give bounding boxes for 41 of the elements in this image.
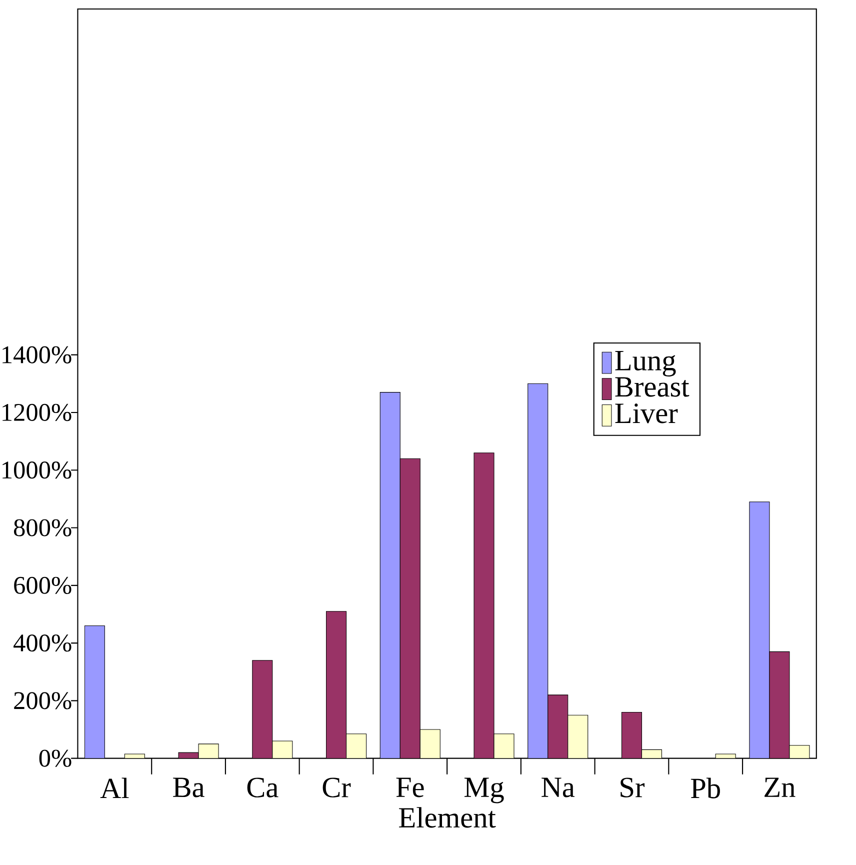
y-tick-label: 800% [14, 519, 72, 536]
bar [380, 392, 400, 758]
y-tick-label: 1400% [2, 346, 72, 364]
legend-label: Lung [615, 350, 676, 377]
bar [642, 750, 662, 758]
x-axis-title: Element [399, 807, 496, 828]
x-tick-label: Ca [247, 778, 278, 798]
x-tick-label: Mg [464, 778, 504, 804]
x-tick-label: Ba [173, 778, 204, 798]
bar [622, 712, 642, 758]
bar [548, 694, 568, 758]
y-tick-label: 1000% [2, 462, 72, 479]
legend-label: Breast [615, 377, 690, 397]
bar [346, 734, 366, 758]
y-tick-label: 1200% [2, 404, 72, 422]
bar [474, 452, 494, 758]
bar [568, 715, 588, 758]
bar [272, 741, 292, 758]
bar [326, 611, 346, 758]
bar [494, 734, 514, 758]
x-tick-label: Sr [620, 778, 645, 798]
y-tick-label: 0% [39, 750, 72, 767]
bar [789, 745, 810, 758]
bar [769, 651, 790, 758]
y-tick-label: 600% [14, 576, 72, 594]
x-tick-label: Zn [764, 778, 796, 797]
bar [749, 502, 770, 758]
x-tick-label: Al [100, 778, 129, 798]
bar [420, 730, 440, 758]
x-tick-label: Cr [322, 778, 351, 798]
bar [198, 744, 219, 758]
bar [528, 384, 548, 758]
y-tick-label: 400% [14, 634, 72, 652]
bar [252, 660, 272, 758]
y-tick-label: 200% [14, 692, 72, 710]
legend-label: Liver [615, 404, 678, 424]
bar [84, 626, 105, 758]
x-tick-label: Na [542, 778, 575, 798]
bar [400, 458, 420, 758]
x-tick-label: Fe [396, 778, 424, 798]
x-tick-label: Pb [690, 778, 720, 798]
